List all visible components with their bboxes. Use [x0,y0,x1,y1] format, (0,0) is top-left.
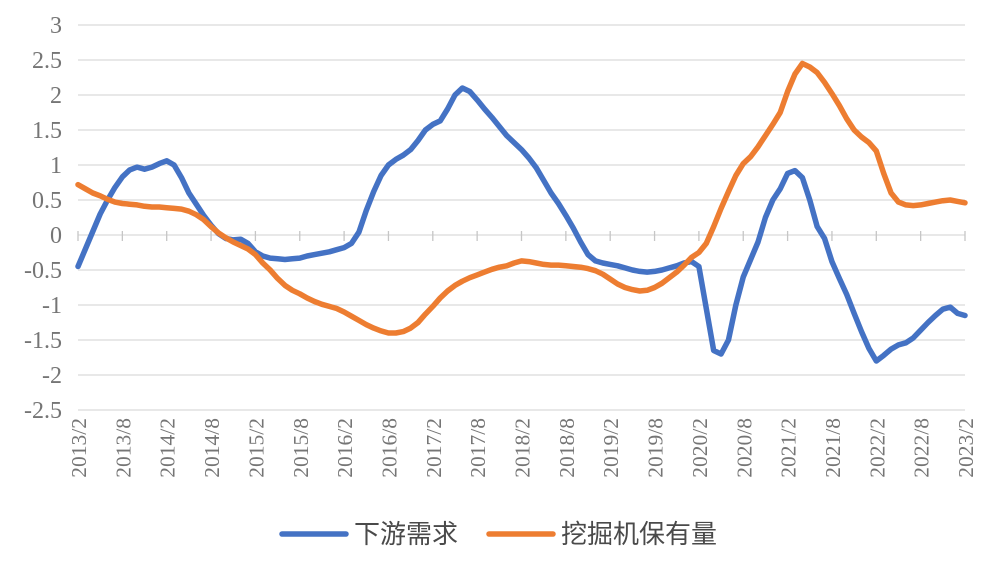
y-axis-tick-label: 2 [50,83,62,109]
y-axis-tick-label: 0 [50,223,62,249]
y-axis-tick-label: 1 [50,153,62,179]
y-axis-tick-label: -2.5 [24,398,62,424]
y-axis-tick-label: -1.5 [24,328,62,354]
series-line-1 [75,60,968,336]
x-axis-tick-label: 2019/8 [644,418,668,478]
x-axis-tick-label: 2014/2 [156,418,180,478]
y-axis-tick-label: 0.5 [32,188,62,214]
legend-label-0: 下游需求 [354,520,458,549]
legend-label-1: 挖掘机保有量 [561,520,717,549]
x-axis-tick-label: 2018/2 [511,418,535,478]
x-axis-tick-label: 2021/8 [821,418,845,478]
x-axis-tick-label: 2014/8 [200,418,224,478]
x-axis-tick-label: 2015/8 [289,418,313,478]
x-axis-tick-label: 2022/8 [910,418,934,478]
x-axis-tick-label: 2015/2 [244,418,268,478]
x-axis-tick-label: 2019/2 [599,418,623,478]
x-axis-tick-label: 2013/2 [67,418,91,478]
x-axis-tick-label: 2023/2 [954,418,978,478]
x-axis-tick-label: 2022/2 [865,418,889,478]
x-axis-tick-label: 2017/2 [422,418,446,478]
x-axis-tick-label: 2016/8 [377,418,401,478]
y-axis-tick-label: 3 [50,13,62,39]
x-axis-tick-label: 2016/2 [333,418,357,478]
y-axis-tick-label: -0.5 [24,258,62,284]
x-axis-tick-label: 2013/8 [111,418,135,478]
y-axis-tick-label: -2 [42,363,62,389]
x-axis-tick-label: 2020/2 [688,418,712,478]
x-axis-tick-label: 2020/8 [732,418,756,478]
y-axis-tick-label: 2.5 [32,48,62,74]
x-axis-tick-label: 2017/8 [466,418,490,478]
y-axis-tick-label: 1.5 [32,118,62,144]
x-axis-tick-label: 2018/8 [555,418,579,478]
x-axis-tick-label: 2021/2 [777,418,801,478]
y-axis-tick-label: -1 [42,293,62,319]
